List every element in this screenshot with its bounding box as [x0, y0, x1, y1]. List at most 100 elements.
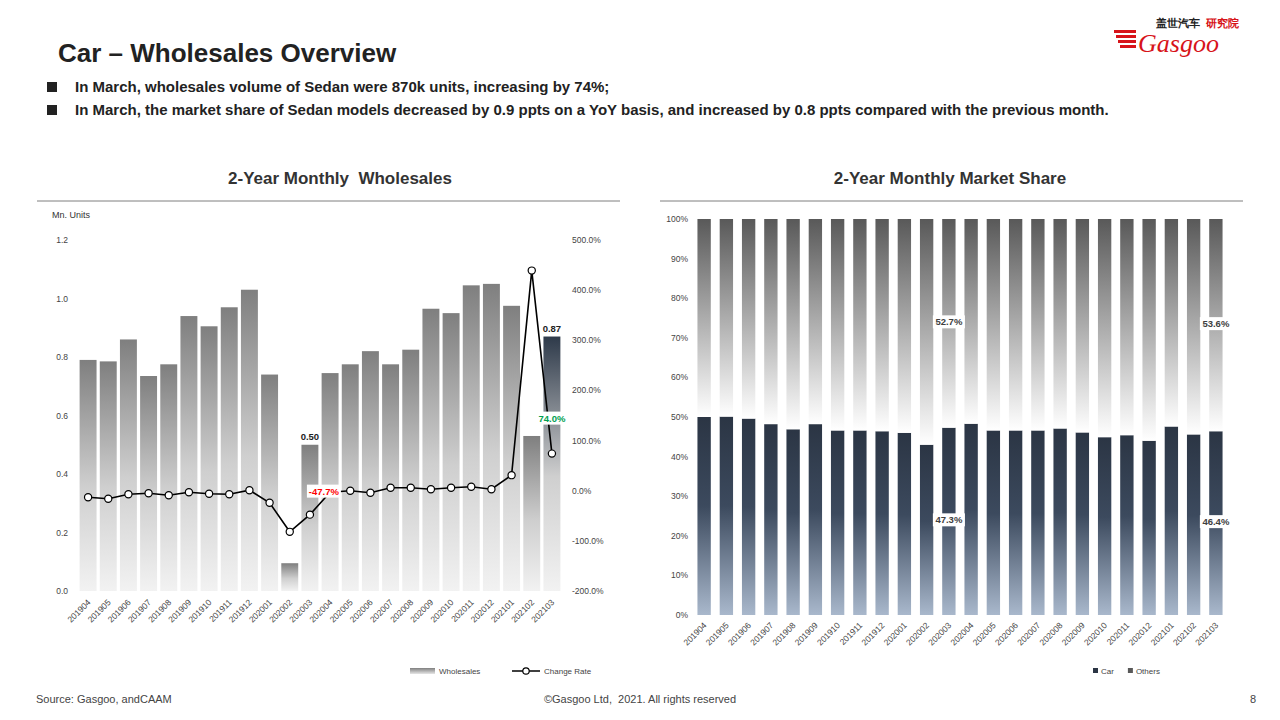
y-tick-label: 500.0%: [572, 235, 601, 245]
line-marker: [548, 450, 555, 457]
bar: [281, 563, 298, 591]
line-marker: [205, 490, 212, 497]
bar-segment: [764, 219, 777, 424]
bar: [201, 326, 218, 591]
y-tick-label: -100.0%: [572, 536, 604, 546]
bar: [80, 360, 97, 591]
source: Source: Gasgoo, andCAAM: [36, 693, 172, 705]
x-tick-label: 201907: [748, 620, 775, 647]
label-box: [1200, 317, 1232, 330]
y-tick-label: 0.2: [56, 528, 68, 538]
bar-segment: [1187, 219, 1200, 434]
bar: [322, 373, 339, 591]
data-label: 74.0%: [538, 413, 565, 424]
legend-swatch: [410, 668, 435, 674]
legend-swatch: [1093, 668, 1098, 673]
bar: [140, 376, 157, 591]
x-tick-label: 202103: [1193, 620, 1220, 647]
bar-segment: [1142, 219, 1155, 441]
bar-segment: [1009, 219, 1022, 430]
line-marker: [427, 486, 434, 493]
x-tick-label: 202003: [926, 620, 953, 647]
x-tick-label: 202010: [1082, 620, 1109, 647]
legend-label: Car: [1101, 667, 1114, 676]
bar-segment: [742, 419, 755, 615]
y-tick-label: 100.0%: [572, 436, 601, 446]
line-marker: [347, 487, 354, 494]
bar-segment: [720, 219, 733, 417]
x-tick-label: 202009: [1060, 620, 1087, 647]
line-marker: [387, 484, 394, 491]
y-tick-label: 70%: [671, 333, 688, 343]
bar: [443, 313, 460, 591]
bar-segment: [697, 219, 710, 417]
data-label: 46.4%: [1202, 516, 1229, 527]
bar-segment: [964, 424, 977, 615]
line: [88, 271, 552, 532]
logo-en: Gasgoo: [1138, 29, 1219, 58]
bar: [342, 364, 359, 591]
line-marker: [488, 486, 495, 493]
bar: [100, 361, 117, 591]
line-marker: [246, 487, 253, 494]
x-tick-label: 201906: [726, 620, 753, 647]
bar-segment: [964, 219, 977, 424]
y-tick-label: 10%: [671, 570, 688, 580]
y-tick-label: 0%: [676, 610, 689, 620]
x-tick-label: 202007: [1015, 620, 1042, 647]
y-tick-label: 50%: [671, 412, 688, 422]
bar-segment: [1053, 219, 1066, 428]
x-tick-label: 201908: [770, 620, 797, 647]
bar-segment: [853, 430, 866, 615]
x-tick-label: 202005: [971, 620, 998, 647]
line-marker: [266, 499, 273, 506]
logo-stripe: [1118, 40, 1136, 43]
x-tick-label: 202012: [1126, 620, 1153, 647]
bullet-square: [47, 105, 57, 115]
bar: [543, 337, 560, 591]
x-tick-label: 202004: [948, 620, 975, 647]
bar-segment: [1120, 219, 1133, 435]
bar-segment: [898, 433, 911, 615]
bar-segment: [809, 219, 822, 424]
bar: [362, 351, 379, 591]
x-tick-label: 202006: [993, 620, 1020, 647]
bullet-text: In March, the market share of Sedan mode…: [75, 101, 1109, 118]
y-tick-label: 400.0%: [572, 285, 601, 295]
page-number: 8: [1250, 693, 1256, 705]
logo-stripe: [1120, 45, 1136, 48]
y-tick-label: 1.2: [56, 235, 68, 245]
bar: [463, 285, 480, 591]
bar: [221, 307, 238, 591]
bar-segment: [1098, 437, 1111, 615]
bar-segment: [1120, 435, 1133, 615]
x-tick-label: 201912: [859, 620, 886, 647]
line-marker: [145, 490, 152, 497]
x-tick-label: 202001: [882, 620, 909, 647]
bar-segment: [809, 424, 822, 615]
y-tick-label: 0.0%: [572, 486, 592, 496]
data-label: 53.6%: [1202, 318, 1229, 329]
x-tick-label: 201909: [793, 620, 820, 647]
page-title: Car – Wholesales Overview: [58, 38, 397, 68]
copyright: ©Gasgoo Ltd, 2021. All rights reserved: [544, 693, 736, 705]
line-marker: [84, 494, 91, 501]
bullet-square: [47, 82, 57, 92]
data-label: 52.7%: [935, 316, 962, 327]
bar-segment: [831, 430, 844, 615]
bar-segment: [898, 219, 911, 433]
bar-segment: [1165, 219, 1178, 427]
bar-segment: [875, 219, 888, 431]
x-tick-label: 202011: [1105, 620, 1132, 647]
x-tick-label: 202103: [529, 597, 556, 624]
bar-segment: [831, 219, 844, 430]
bar-segment: [920, 445, 933, 615]
y-tick-label: 60%: [671, 372, 688, 382]
logo-cn: 盖世汽车: [1156, 17, 1200, 29]
bar: [422, 309, 439, 591]
bar-segment: [1165, 427, 1178, 615]
y-axis-label: Mn. Units: [52, 210, 91, 220]
legend-label: Others: [1136, 667, 1160, 676]
line-marker: [286, 528, 293, 535]
bar-segment: [1187, 434, 1200, 615]
